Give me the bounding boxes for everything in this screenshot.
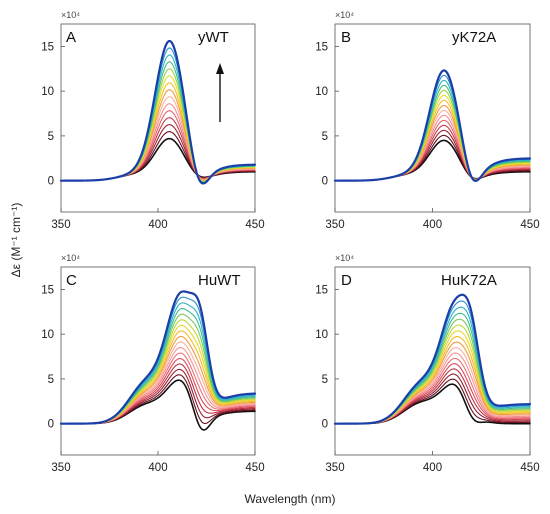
panel-d-ticks: 350 400 450 0 5 10 15 — [315, 284, 539, 474]
spectrum-line — [60, 47, 256, 184]
panel-d-y-multiplier: ×10⁴ — [335, 253, 354, 263]
panel-c-letter: C — [66, 272, 77, 289]
panel-a-ticks: 350 400 450 0 5 10 15 — [41, 41, 264, 231]
panel-b-y-multiplier: ×10⁴ — [335, 10, 354, 20]
x-tick-label: 450 — [520, 219, 539, 231]
panel-b-ticks: 350 400 450 0 5 10 15 — [315, 41, 539, 231]
y-tick-label: 0 — [322, 176, 328, 188]
y-tick-label: 15 — [41, 284, 54, 296]
spectrum-line — [59, 39, 257, 185]
x-tick-label: 400 — [148, 219, 167, 231]
panel-a-series — [59, 39, 257, 185]
y-tick-label: 10 — [315, 86, 328, 98]
panel-a-name: yWT — [198, 29, 229, 46]
panel-a-y-multiplier: ×10⁴ — [61, 10, 80, 20]
panel-b-series — [333, 69, 532, 182]
y-tick-label: 5 — [322, 374, 328, 386]
panel-a-arrow — [216, 63, 224, 122]
spectrum-line — [333, 293, 532, 425]
panel-a: ×10⁴ A yWT 350 400 450 0 5 10 15 — [41, 10, 264, 231]
panel-d-letter: D — [341, 272, 352, 289]
y-tick-label: 0 — [48, 419, 54, 431]
panel-c-series — [59, 290, 257, 431]
y-tick-label: 15 — [41, 41, 54, 53]
panel-c-name: HuWT — [198, 272, 241, 289]
y-tick-label: 15 — [315, 41, 328, 53]
y-tick-label: 10 — [41, 329, 54, 341]
y-tick-label: 0 — [322, 419, 328, 431]
x-tick-label: 450 — [520, 462, 539, 474]
y-tick-label: 0 — [48, 176, 54, 188]
x-tick-label: 450 — [245, 462, 264, 474]
x-tick-label: 350 — [51, 219, 70, 231]
x-tick-label: 350 — [325, 219, 344, 231]
y-tick-label: 10 — [41, 86, 54, 98]
panel-d: ×10⁴ D HuK72A 350 400 450 0 5 10 15 — [315, 253, 539, 474]
panel-b: ×10⁴ B yK72A 350 400 450 0 5 10 15 — [315, 10, 539, 231]
panel-d-name: HuK72A — [441, 272, 497, 289]
x-tick-label: 350 — [325, 462, 344, 474]
x-tick-label: 450 — [245, 219, 264, 231]
panel-c: ×10⁴ C HuWT 350 400 450 0 5 10 15 — [41, 253, 264, 474]
y-tick-label: 15 — [315, 284, 328, 296]
panel-d-series — [333, 293, 532, 425]
x-tick-label: 400 — [423, 462, 442, 474]
x-tick-label: 400 — [148, 462, 167, 474]
arrow-head — [216, 63, 224, 74]
y-tick-label: 5 — [48, 374, 54, 386]
panel-c-ticks: 350 400 450 0 5 10 15 — [41, 284, 264, 474]
x-axis-title: Wavelength (nm) — [245, 492, 336, 506]
y-tick-label: 5 — [322, 131, 328, 143]
panel-a-letter: A — [66, 29, 76, 46]
y-axis-title: Δε (M⁻¹ cm⁻¹) — [9, 203, 23, 278]
y-tick-label: 10 — [315, 329, 328, 341]
x-tick-label: 400 — [423, 219, 442, 231]
spectrum-line — [333, 69, 532, 182]
x-tick-label: 350 — [51, 462, 70, 474]
y-tick-label: 5 — [48, 131, 54, 143]
spectrum-line — [59, 290, 257, 425]
panel-b-name: yK72A — [452, 29, 496, 46]
panel-c-y-multiplier: ×10⁴ — [61, 253, 80, 263]
panel-b-letter: B — [341, 29, 351, 46]
spectrum-line — [60, 137, 256, 182]
